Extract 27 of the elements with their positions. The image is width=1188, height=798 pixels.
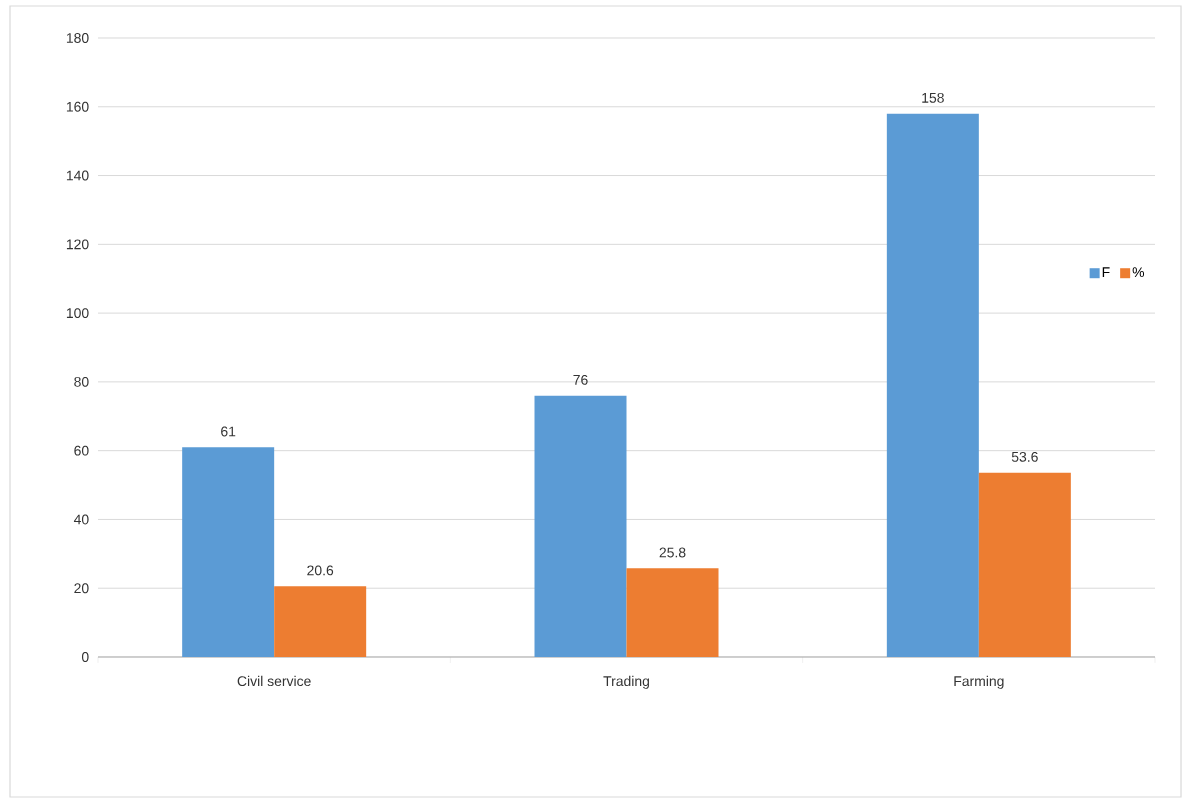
data-label: 61 [221,426,236,437]
y-tick-label: 20 [74,583,89,594]
data-label: 25.8 [659,547,686,558]
y-tick-label: 60 [74,445,89,456]
data-label: 20.6 [307,565,334,576]
legend-label: % [1132,267,1145,278]
bar [978,472,1071,657]
x-tick-label: Farming [954,675,1004,689]
data-label: 53.6 [1011,451,1038,462]
y-tick-label: 100 [66,308,89,319]
y-tick-label: 160 [66,101,89,112]
data-label: 158 [922,92,944,103]
y-tick-label: 140 [66,170,89,181]
bar [886,113,979,657]
y-tick-label: 120 [66,239,89,250]
bar [626,568,719,657]
x-tick-label: Civil service [237,675,311,687]
bar [274,586,367,657]
x-tick-label: Trading [603,675,649,689]
bar [534,395,627,657]
y-tick-label: 80 [74,376,89,387]
data-label: 76 [573,374,588,385]
y-tick-label: 180 [66,33,89,43]
bar [182,447,275,657]
y-tick-label: 40 [73,514,89,525]
y-tick-label: 0 [81,652,89,662]
legend-label: F [1102,267,1110,277]
